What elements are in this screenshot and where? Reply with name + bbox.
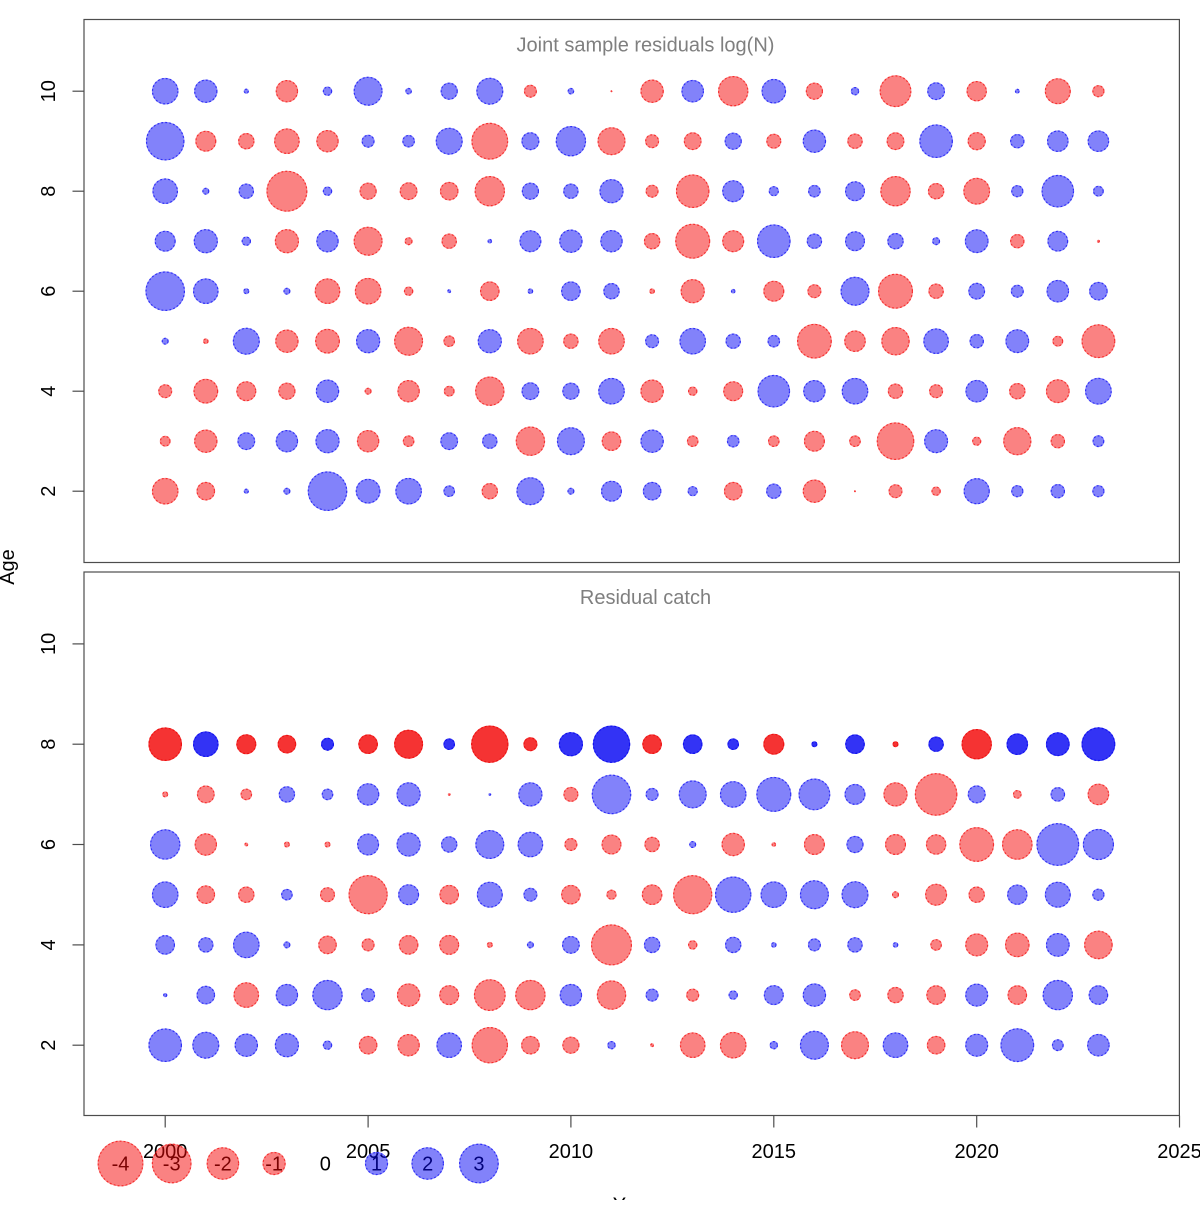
svg-text:2: 2 xyxy=(38,1040,60,1051)
svg-text:10: 10 xyxy=(38,80,60,102)
svg-text:2: 2 xyxy=(38,486,60,497)
svg-text:2015: 2015 xyxy=(752,1141,797,1163)
svg-text:Residual catch: Residual catch xyxy=(580,587,711,609)
svg-text:0: 0 xyxy=(320,1154,331,1176)
svg-text:8: 8 xyxy=(38,186,60,197)
svg-text:8: 8 xyxy=(38,739,60,750)
svg-text:4: 4 xyxy=(38,939,60,950)
svg-text:2010: 2010 xyxy=(549,1141,594,1163)
svg-text:6: 6 xyxy=(38,286,60,297)
svg-text:6: 6 xyxy=(38,839,60,850)
svg-text:Joint sample residuals log(N): Joint sample residuals log(N) xyxy=(517,35,775,57)
svg-text:4: 4 xyxy=(38,386,60,397)
svg-text:2025: 2025 xyxy=(1157,1141,1200,1163)
svg-text:Year: Year xyxy=(613,1195,654,1201)
svg-text:10: 10 xyxy=(38,633,60,655)
svg-text:2020: 2020 xyxy=(954,1141,999,1163)
svg-text:Age: Age xyxy=(0,549,19,585)
